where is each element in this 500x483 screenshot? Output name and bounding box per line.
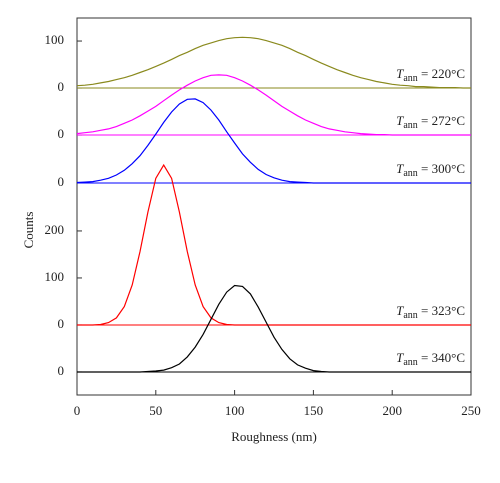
plot-frame: [76, 17, 472, 396]
series-line: [76, 36, 471, 89]
series-label: Tann = 272°C: [396, 113, 465, 131]
y-tick-label: 0: [58, 174, 65, 189]
x-tick-label: 250: [461, 403, 481, 418]
y-tick-label: 0: [58, 363, 65, 378]
series-label: Tann = 340°C: [396, 350, 465, 368]
y-tick-label: 200: [45, 222, 65, 237]
y-tick-label: 100: [45, 269, 65, 284]
x-tick-label: 200: [382, 403, 402, 418]
y-tick-label: 0: [58, 316, 65, 331]
series-label: Tann = 323°C: [396, 303, 465, 321]
x-tick-label: 100: [225, 403, 245, 418]
series-line: [77, 284, 471, 373]
x-tick-label: 150: [304, 403, 324, 418]
series-line: [77, 163, 471, 326]
x-tick-label: 50: [149, 403, 162, 418]
y-tick-label: 0: [58, 126, 65, 141]
x-axis-label: Roughness (nm): [231, 429, 317, 444]
series-line: [76, 98, 471, 184]
x-tick-label: 0: [74, 403, 81, 418]
series-label: Tann = 300°C: [396, 161, 465, 179]
series-label: Tann = 220°C: [396, 66, 465, 84]
series-line: [76, 74, 471, 136]
y-tick-label: 0: [58, 79, 65, 94]
y-tick-label: 100: [45, 32, 65, 47]
y-axis-label: Counts: [21, 212, 36, 249]
